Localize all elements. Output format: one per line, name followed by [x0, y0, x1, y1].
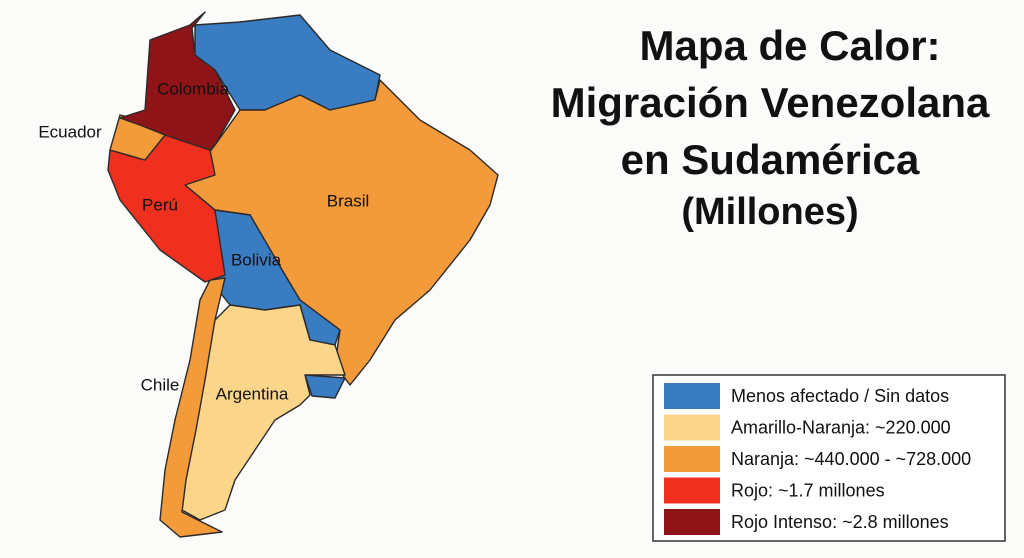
colombia-shape [119, 11, 236, 151]
title-line: Mapa de Calor: [639, 22, 940, 69]
country-label: Perú [142, 195, 178, 214]
country-label: Ecuador [38, 122, 102, 141]
legend-label: Rojo: ~1.7 millones [731, 480, 885, 500]
title-line: en Sudamérica [621, 136, 920, 183]
country-label: Argentina [216, 384, 289, 403]
uruguay-shape [304, 374, 346, 399]
title: Mapa de Calor: Migración Venezolana en S… [551, 22, 990, 233]
country-label: Chile [141, 375, 180, 394]
title-line: (Millones) [681, 191, 858, 233]
legend-swatch [664, 446, 720, 472]
legend-swatch [664, 414, 720, 441]
country-label: Colombia [157, 79, 229, 98]
legend: Menos afectado / Sin datos Amarillo-Naran… [652, 374, 1006, 542]
country-labels: Colombia Ecuador Perú Brasil Bolivia Chi… [38, 79, 369, 403]
legend-label: Amarillo-Naranja: ~220.000 [731, 417, 951, 437]
legend-swatch [664, 509, 720, 535]
legend-swatch [664, 477, 720, 504]
legend-label: Menos afectado / Sin datos [731, 386, 949, 406]
country-label: Bolivia [231, 250, 282, 269]
chile-shape [159, 277, 226, 538]
legend-swatch [664, 383, 720, 409]
legend-label: Naranja: ~440.000 - ~728.000 [731, 449, 971, 469]
map [107, 11, 499, 538]
legend-label: Rojo Intenso: ~2.8 millones [731, 512, 949, 532]
country-label: Brasil [327, 191, 370, 210]
title-line: Migración Venezolana [551, 79, 990, 126]
